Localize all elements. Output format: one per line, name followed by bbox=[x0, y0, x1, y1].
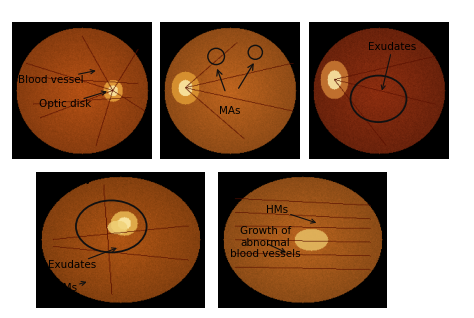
Text: Exudates: Exudates bbox=[368, 42, 417, 89]
Text: MAs: MAs bbox=[219, 106, 241, 116]
Text: Optic disk: Optic disk bbox=[39, 91, 106, 109]
Text: Growth of
abnormal
blood vessels: Growth of abnormal blood vessels bbox=[230, 226, 301, 259]
Text: HMs: HMs bbox=[266, 205, 315, 223]
Text: (b): (b) bbox=[220, 173, 240, 186]
Text: Blood vessel: Blood vessel bbox=[18, 70, 95, 85]
Text: (c): (c) bbox=[369, 173, 388, 186]
Text: Exudates: Exudates bbox=[48, 248, 116, 270]
Text: HMs: HMs bbox=[55, 281, 85, 293]
Text: (a): (a) bbox=[72, 173, 92, 186]
